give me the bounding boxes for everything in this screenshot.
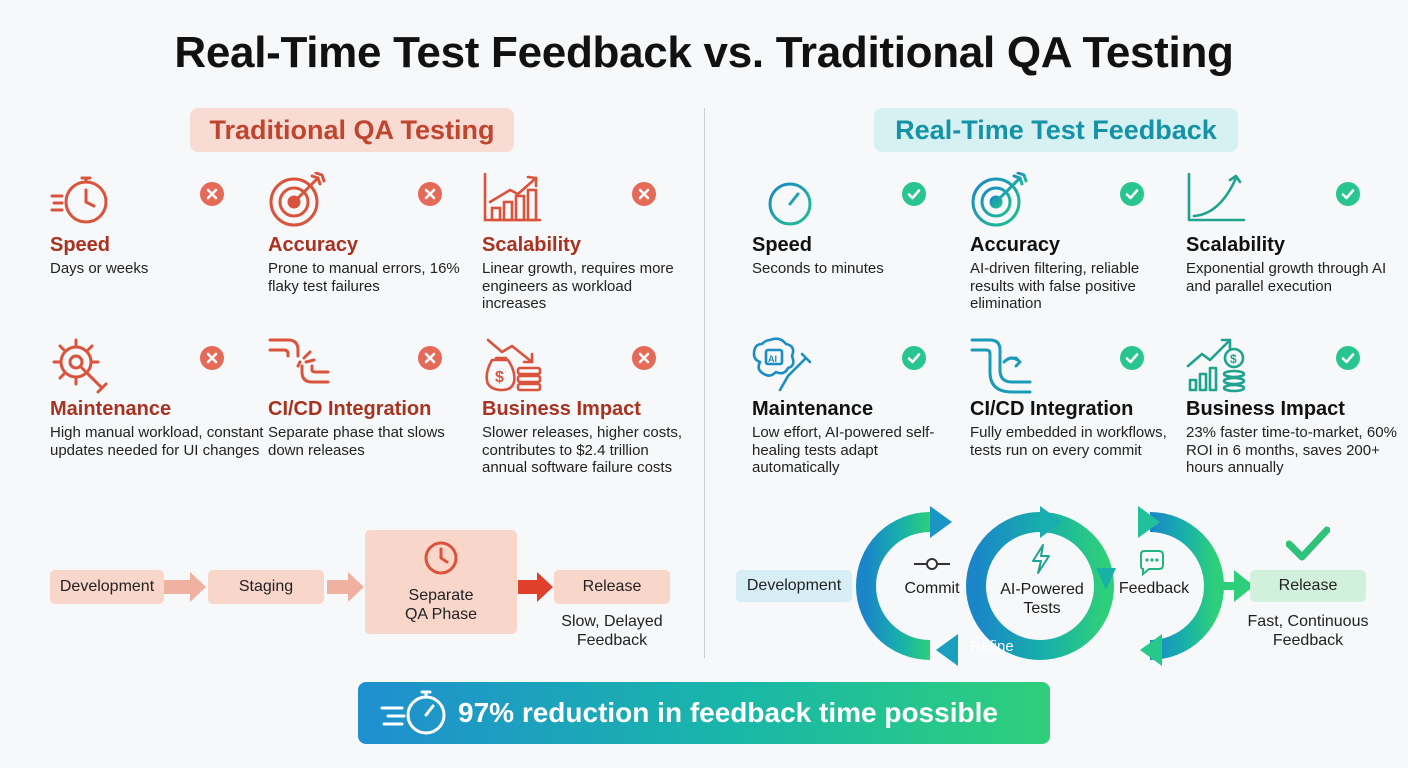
card-description: High manual workload, constant updates n…: [50, 424, 264, 459]
card-description: Exponential growth through AI and parall…: [1186, 260, 1387, 295]
check-icon: [1336, 346, 1360, 370]
rt-step-commit: Commit: [904, 580, 960, 597]
traditional-flow-arrows: [163, 572, 553, 602]
caption-line1: Fast, Continuous: [1247, 613, 1369, 630]
gear-wrench-icon: [50, 336, 112, 394]
cross-icon: [632, 182, 656, 206]
column-divider: [704, 108, 705, 658]
ai-tests-line2: Tests: [1023, 600, 1061, 617]
rt-step-development: Development: [736, 570, 852, 602]
money-decline-icon: $: [482, 336, 544, 394]
card-title: Speed: [752, 234, 813, 256]
stopwatch-icon: [752, 172, 814, 230]
trad-step-development: Development: [50, 570, 164, 604]
ai-wrench-icon: AI: [752, 336, 814, 394]
svg-text:AI: AI: [768, 354, 777, 364]
card-title: CI/CD Integration: [970, 398, 1134, 420]
cross-icon: [200, 182, 224, 206]
clock-icon: [424, 541, 458, 575]
svg-text:$: $: [1230, 352, 1237, 366]
caption-line2: Feedback: [1272, 632, 1344, 649]
svg-text:$: $: [495, 369, 504, 386]
card-description: Days or weeks: [50, 260, 149, 277]
bar-chart-icon: [482, 172, 544, 230]
realtime-flow: Development Commit AI-Powered Tests Feed…: [730, 500, 1400, 670]
card-description: Seconds to minutes: [752, 260, 884, 277]
rt-step-refine: Refine: [970, 638, 1014, 655]
trad-step-qa-phase: Separate QA Phase: [365, 530, 517, 634]
caption-line1: Slow, Delayed: [561, 613, 663, 630]
realtime-flow-caption: Fast, Continuous Feedback: [1234, 612, 1382, 650]
commit-icon: [914, 558, 950, 570]
card-description: Low effort, AI-powered self-healing test…: [752, 424, 935, 476]
card-description: 23% faster time-to-market, 60% ROI in 6 …: [1186, 424, 1397, 476]
trad-step-release: Release: [554, 570, 670, 604]
stopwatch-icon: [50, 172, 112, 230]
card-title: Scalability: [482, 234, 581, 256]
money-growth-icon: $: [1186, 336, 1248, 394]
chat-icon: [1140, 550, 1164, 576]
card-title: Maintenance: [752, 398, 874, 420]
traditional-flow-caption: Slow, Delayed Feedback: [542, 612, 682, 650]
card-title: Business Impact: [1186, 398, 1345, 420]
card-title: Speed: [50, 234, 111, 256]
card-title: CI/CD Integration: [268, 398, 432, 420]
card-description: Linear growth, requires more engineers a…: [482, 260, 674, 312]
card-description: Slower releases, higher costs, contribut…: [482, 424, 683, 476]
check-icon: [1120, 182, 1144, 206]
rt-step-ai-tests: AI-Powered Tests: [988, 580, 1096, 618]
qa-phase-line1: Separate: [408, 587, 474, 604]
card-title: Accuracy: [268, 234, 359, 256]
target-icon: [268, 171, 330, 230]
check-icon: [1336, 182, 1360, 206]
qa-phase-line2: QA Phase: [404, 606, 478, 623]
fast-stopwatch-icon: [380, 690, 446, 735]
realtime-loop-graphic: [822, 506, 1254, 666]
card-description: Separate phase that slows down releases: [268, 424, 445, 459]
ai-tests-line1: AI-Powered: [1000, 581, 1084, 598]
card-description: AI-driven filtering, reliable results wi…: [970, 260, 1140, 312]
check-icon: [902, 182, 926, 206]
traditional-flow: Development Staging Separate QA Phase Re…: [40, 520, 680, 660]
checkmark-icon: [1286, 526, 1330, 561]
caption-line2: Feedback: [576, 632, 648, 649]
traditional-header: Traditional QA Testing: [190, 108, 514, 152]
rt-step-release: Release: [1250, 570, 1366, 602]
cross-icon: [418, 182, 442, 206]
summary-banner: 97% reduction in feedback time possible: [358, 682, 1050, 744]
cross-icon: [632, 346, 656, 370]
card-description: Fully embedded in workflows, tests run o…: [970, 424, 1167, 459]
check-icon: [1120, 346, 1144, 370]
check-icon: [902, 346, 926, 370]
banner-text: 97% reduction in feedback time possible: [458, 697, 998, 728]
card-title: Accuracy: [970, 234, 1061, 256]
connected-pipe-icon: [970, 336, 1032, 394]
growth-curve-icon: [1186, 172, 1248, 230]
card-title: Business Impact: [482, 398, 641, 420]
page-title: Real-Time Test Feedback vs. Traditional …: [174, 28, 1234, 77]
rt-step-feedback: Feedback: [1118, 580, 1190, 597]
lightning-icon: [1032, 544, 1050, 574]
target-icon: [970, 171, 1032, 230]
broken-pipe-icon: [268, 336, 330, 394]
card-title: Scalability: [1186, 234, 1285, 256]
cross-icon: [418, 346, 442, 370]
cross-icon: [200, 346, 224, 370]
card-title: Maintenance: [50, 398, 172, 420]
realtime-header: Real-Time Test Feedback: [874, 108, 1238, 152]
card-description: Prone to manual errors, 16% flaky test f…: [268, 260, 460, 295]
trad-step-staging: Staging: [208, 570, 324, 604]
